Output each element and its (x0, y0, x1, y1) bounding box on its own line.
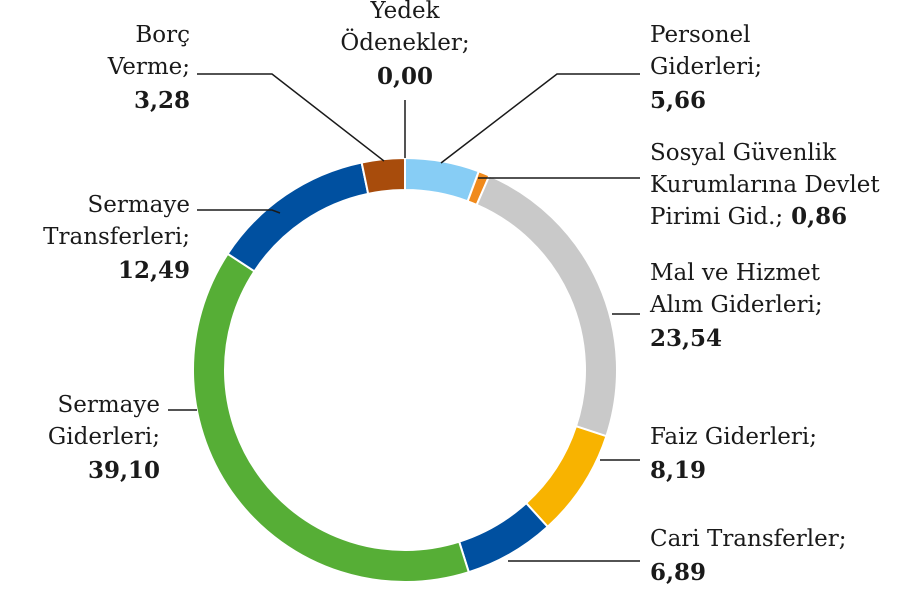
value-label: 0,86 (791, 203, 847, 230)
label-line: Transferleri; (43, 224, 190, 250)
donut-slice (457, 501, 550, 574)
label-line: Yedek (369, 0, 440, 24)
donut-slice (360, 156, 406, 195)
slice-label: Personel Giderleri; 5,66 (650, 22, 762, 114)
label-line: Alım Giderleri; (649, 292, 823, 318)
slice-label: Sosyal Güvenlik Kurumlarına Devlet Pirimi … (650, 140, 880, 230)
value-label: 12,49 (118, 257, 190, 284)
value-label: 23,54 (650, 325, 722, 352)
label-line: Kurumlarına Devlet (650, 172, 880, 198)
donut-slice (404, 156, 481, 203)
donut-slice (192, 252, 471, 583)
value-label: 8,19 (650, 457, 706, 484)
label-line: Faiz Giderleri; (650, 424, 817, 450)
value-label: 0,00 (377, 63, 433, 90)
label-line: Giderleri; (48, 424, 160, 450)
label-line: Verme; (107, 54, 190, 80)
label-line: Mal ve Hizmet (650, 260, 821, 286)
slice-label: Borç Verme; 3,28 (107, 22, 190, 114)
slice-label: Sermaye Giderleri; 39,10 (48, 392, 160, 484)
slice-label: Faiz Giderleri; 8,19 (650, 424, 817, 484)
label-line: Sosyal Güvenlik (650, 140, 837, 166)
donut-slice (524, 424, 608, 529)
donut-slice (226, 161, 370, 273)
label-line: Pirimi Gid.; (650, 204, 783, 230)
label-line: Cari Transferler; (650, 526, 846, 552)
value-label: 3,28 (134, 87, 190, 114)
label-line: Personel (650, 22, 750, 48)
slice-label: Yedek Ödenekler; 0,00 (340, 0, 469, 90)
slice-label: Cari Transferler; 6,89 (650, 526, 846, 586)
value-label: 6,89 (650, 559, 706, 586)
label-line: Sermaye (58, 392, 161, 418)
label-line: Giderleri; (650, 54, 762, 80)
value-label: 39,10 (88, 457, 160, 484)
value-label: 5,66 (650, 87, 706, 114)
leader-line (197, 73, 385, 162)
donut-slice (475, 174, 618, 438)
slice-label: Mal ve Hizmet Alım Giderleri; 23,54 (649, 260, 823, 352)
leader-line (440, 73, 640, 164)
label-line: Ödenekler; (340, 29, 469, 56)
label-line: Sermaye (88, 192, 191, 218)
label-line: Borç (135, 22, 190, 48)
leader-line (197, 209, 281, 214)
slice-label: Sermaye Transferleri; 12,49 (43, 192, 190, 284)
